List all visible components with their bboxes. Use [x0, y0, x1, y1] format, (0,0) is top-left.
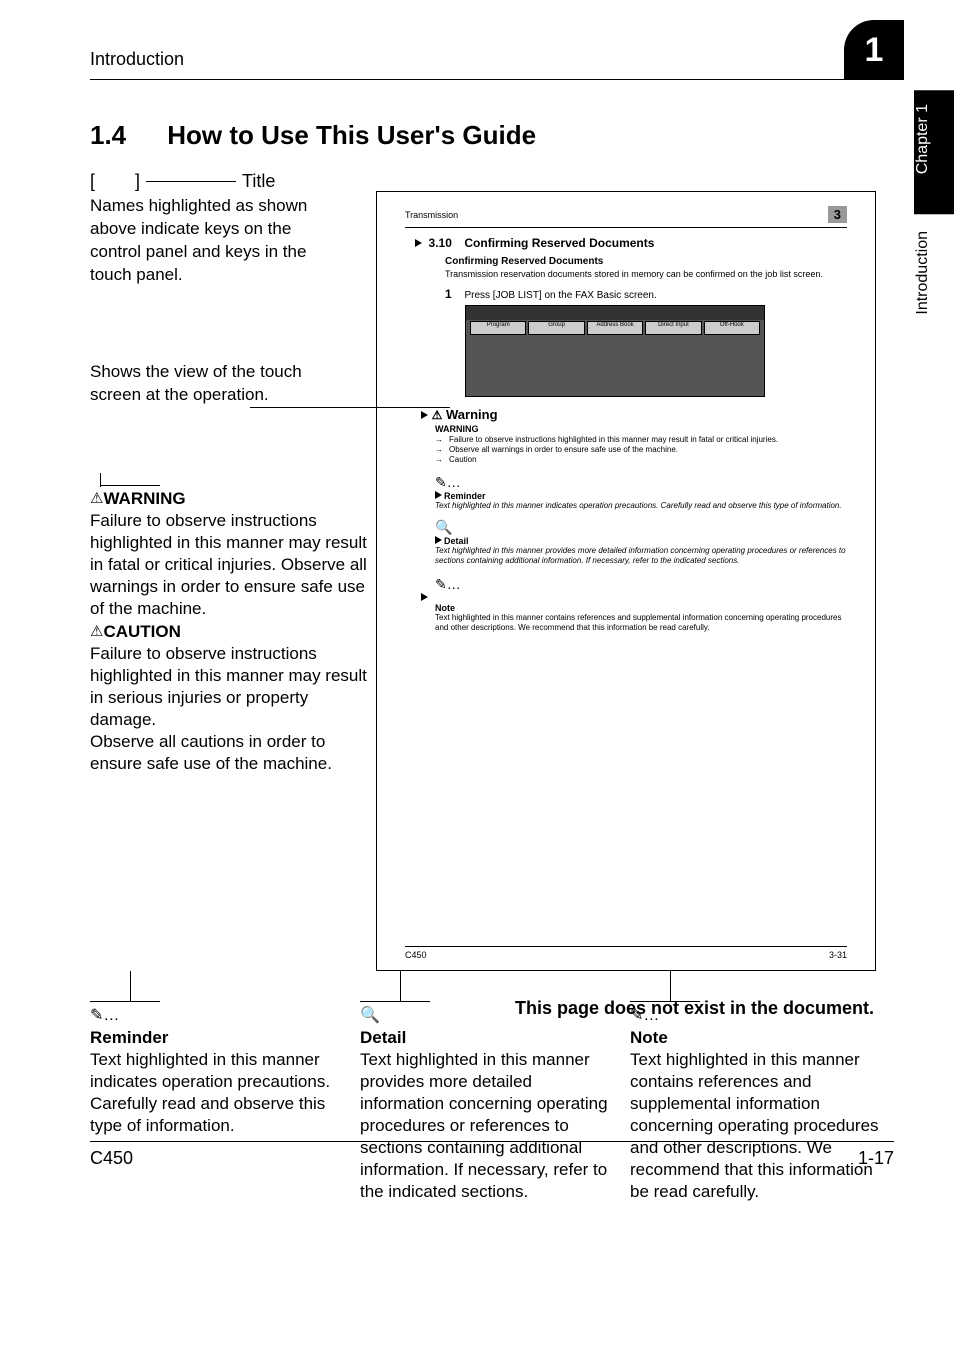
detail-icon: 🔍 — [435, 519, 847, 536]
note-heading: Note — [630, 1027, 880, 1049]
mini-warning-item: →Failure to observe instructions highlig… — [435, 435, 847, 444]
reminder-icon: ✎… — [435, 474, 847, 491]
title-label: Title — [242, 171, 275, 192]
mini-btn: Direct Input — [645, 321, 701, 335]
right-sidebar: Chapter 1 Introduction — [914, 90, 954, 332]
mini-note-head: Note — [435, 603, 847, 613]
mini-step: 1 Press [JOB LIST] on the FAX Basic scre… — [445, 287, 847, 301]
bracket-open: [ — [90, 171, 95, 192]
warning-body: Failure to observe instructions highligh… — [90, 510, 370, 620]
mini-reminder-head: Reminder — [435, 491, 847, 501]
reminder-heading: Reminder — [90, 1027, 340, 1049]
mini-footer-right: 3-31 — [829, 950, 847, 960]
mini-footer-left: C450 — [405, 950, 427, 960]
page-header: Introduction 1 — [90, 30, 894, 80]
mini-detail-head: Detail — [435, 536, 847, 546]
mini-section-number: 3.10 — [429, 236, 452, 250]
caution-heading: CAUTION — [103, 622, 180, 641]
chapter-number-badge: 1 — [844, 20, 904, 80]
callout-keys-desc: Names highlighted as shown above indicat… — [90, 195, 320, 287]
no-exist-notice: This page does not exist in the document… — [515, 998, 874, 1019]
reminder-icon: ✎… — [90, 1006, 340, 1027]
mini-chapter-chip: 3 — [828, 206, 847, 223]
callout-view-desc: Shows the view of the touch screen at th… — [90, 361, 320, 407]
mini-btn: Group — [528, 321, 584, 335]
title-connector-line — [146, 181, 236, 182]
content-area: [ ] Title Names highlighted as shown abo… — [90, 171, 894, 1131]
connector-line — [130, 971, 131, 1001]
bottom-explanation-row: ✎… Reminder Text highlighted in this man… — [90, 1001, 880, 1204]
section-number: 1.4 — [90, 120, 160, 151]
section-title-text: How to Use This User's Guide — [167, 120, 536, 150]
caution-tail: Observe all cautions in order to ensure … — [90, 731, 370, 775]
caution-icon: ⚠ — [90, 623, 103, 640]
mini-reminder-body: Text highlighted in this manner indicate… — [435, 501, 847, 511]
mini-header-text: Transmission — [405, 210, 458, 220]
mini-warning-header: ⚠ Warning — [421, 407, 847, 422]
bottom-col-detail: 🔍 Detail Text highlighted in this manner… — [360, 1001, 610, 1204]
detail-heading: Detail — [360, 1027, 610, 1049]
mini-warning-sub: WARNING — [435, 424, 847, 434]
mini-btn: Program — [470, 321, 526, 335]
sample-page-thumbnail: Transmission 3 3.10 Confirming Reserved … — [376, 191, 876, 971]
mini-body-text: Transmission reservation documents store… — [445, 269, 847, 281]
mini-step-text: Press [JOB LIST] on the FAX Basic screen… — [464, 290, 656, 301]
header-rule — [90, 79, 894, 80]
mini-btn: Off-Hook — [704, 321, 760, 335]
bottom-col-note: ✎… Note Text highlighted in this manner … — [630, 1001, 880, 1204]
mini-btn: Address Book — [587, 321, 643, 335]
warning-heading: WARNING — [103, 489, 185, 508]
mini-detail-body: Text highlighted in this manner provides… — [435, 546, 847, 566]
caution-body: Failure to observe instructions highligh… — [90, 643, 370, 731]
connector-line — [670, 971, 671, 1001]
sidebar-chapter-label: Chapter 1 — [914, 90, 954, 214]
running-head: Introduction — [90, 49, 184, 70]
mini-section-title: Confirming Reserved Documents — [464, 236, 654, 250]
bottom-col-reminder: ✎… Reminder Text highlighted in this man… — [90, 1001, 340, 1204]
bracket-close: ] — [135, 171, 140, 192]
note-icon: ✎… — [435, 576, 847, 593]
mini-note-body: Text highlighted in this manner contains… — [435, 613, 847, 633]
connector-line — [400, 971, 401, 1001]
warning-icon: ⚠ — [90, 490, 103, 507]
callout-warning-caution: ⚠WARNING Failure to observe instructions… — [90, 485, 370, 775]
mini-step-number: 1 — [445, 287, 452, 301]
reminder-text: Text highlighted in this manner indicate… — [90, 1049, 340, 1137]
sidebar-section-label: Introduction — [914, 219, 954, 327]
mini-warning-item: →Observe all warnings in order to ensure… — [435, 445, 847, 454]
mini-footer: C450 3-31 — [405, 946, 847, 960]
note-text: Text highlighted in this manner contains… — [630, 1049, 880, 1204]
detail-text: Text highlighted in this manner provides… — [360, 1049, 610, 1204]
title-callout: [ ] Title — [90, 171, 275, 192]
mini-screenshot: Program Group Address Book Direct Input … — [465, 305, 765, 397]
mini-warning-item: →Caution — [435, 455, 847, 464]
mini-subheading: Confirming Reserved Documents — [445, 256, 847, 267]
section-heading: 1.4 How to Use This User's Guide — [90, 120, 954, 151]
